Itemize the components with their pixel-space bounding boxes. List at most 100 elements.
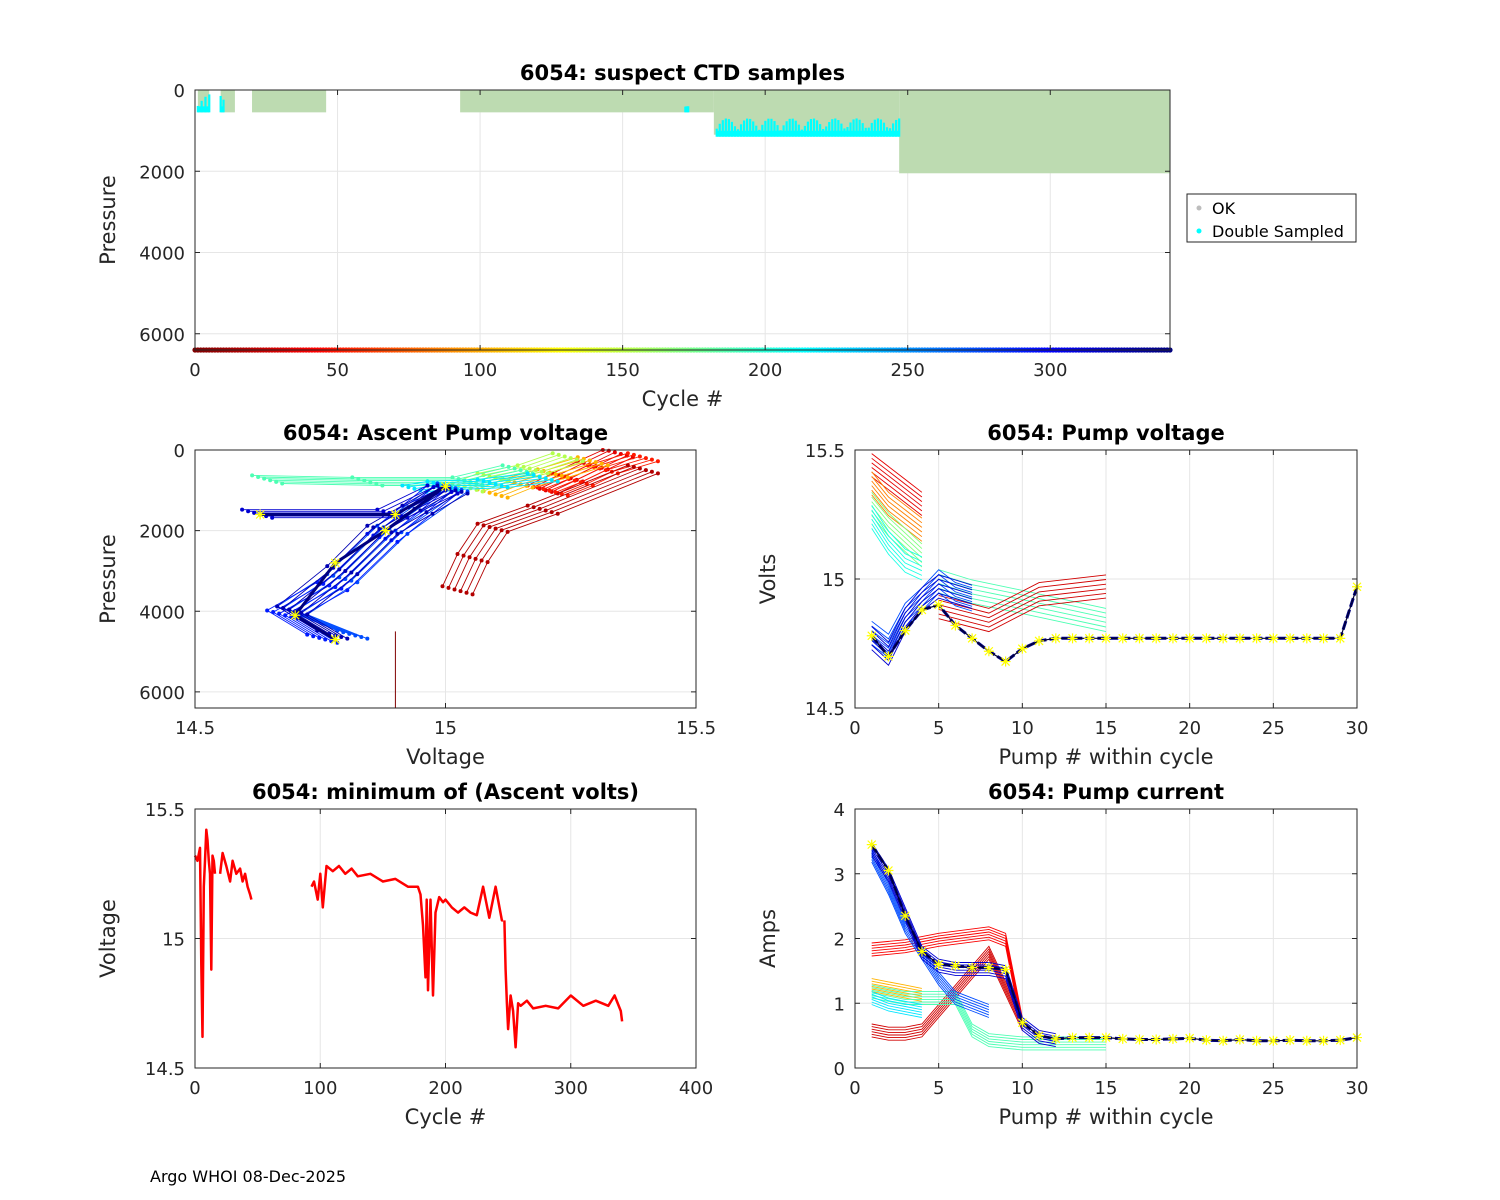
ascent-series-navy [294, 489, 456, 636]
pumpcurrent-series-early2 [871, 934, 1023, 1026]
y-tick-label: 2000 [139, 162, 185, 183]
ascent-star-5 [290, 610, 301, 621]
ascent-point [431, 481, 436, 486]
ascent-star-0 [255, 509, 266, 520]
ascent-point [461, 553, 466, 558]
pumpcurrent-star-4 [933, 959, 944, 970]
ascent-point [459, 489, 464, 494]
ascent-point [649, 469, 654, 474]
ascent-point [271, 610, 276, 615]
x-tick-label: 0 [849, 718, 860, 739]
pumpvolt-series-green [871, 505, 923, 559]
pumpvolt-star-3 [916, 604, 927, 615]
ascent-point [521, 464, 526, 469]
ascent-point [362, 478, 367, 483]
ascent-point [299, 610, 304, 615]
ascent-point [270, 515, 275, 520]
x-tick-label: 15 [1095, 1078, 1118, 1099]
ascent-point [553, 490, 558, 495]
x-tick-label: 5 [933, 1078, 944, 1099]
ascent-pump-voltage-panel: 14.5 15 15.5 0 2000 4000 6000 6054: Ascent Pum… [96, 421, 716, 769]
suspect-ctd-panel: 0 50 100 150 200 250 300 0 2000 4000 6000 6054: su… [96, 61, 1357, 411]
pumpcurrent-series-cyan [871, 998, 922, 1013]
ascent-point [550, 451, 555, 456]
x-tick-label: 14.5 [175, 718, 215, 739]
x-tick-label: 10 [1011, 1078, 1034, 1099]
ascent-point [412, 486, 417, 491]
ascent-point [499, 528, 504, 533]
ascent-point [475, 477, 480, 482]
pumpcurrent-series-blue [871, 861, 990, 1018]
ascent-series-green [258, 466, 509, 480]
pumpcurrent-star-24 [1268, 1035, 1279, 1046]
pumpvolt-star-27 [1318, 633, 1329, 644]
ascent-series-cyan [408, 474, 534, 488]
ascent-star-4 [330, 557, 341, 568]
pumpcurrent-star-5 [950, 960, 961, 971]
ascent-point [374, 481, 379, 486]
min-volts-segment-2 [310, 864, 504, 997]
pumpvolt-star-16 [1134, 633, 1145, 644]
ascent-point [470, 592, 475, 597]
ascent-point [262, 476, 267, 481]
pumpvolt-series-tail_red [938, 583, 1107, 619]
pumpcurrent-series-early2 [871, 936, 1023, 1028]
pumpvolt-xlabel: Pump # within cycle [999, 745, 1214, 769]
pumpvolt-star-9 [1017, 643, 1028, 654]
ascent-point [467, 555, 472, 560]
pumpvolt-star-7 [983, 646, 994, 657]
y-tick-label: 1 [834, 994, 845, 1015]
y-tick-label: 2000 [139, 522, 185, 543]
ascent-point [505, 495, 510, 500]
pumpvolt-star-10 [1034, 635, 1045, 646]
min-volts-segment-3 [503, 920, 624, 1049]
ascent-series-green [264, 468, 515, 482]
ascent-series-navy [306, 493, 468, 640]
x-tick-label: 15.5 [676, 718, 716, 739]
x-tick-label: 20 [1178, 718, 1201, 739]
x-tick-label: 400 [679, 1078, 713, 1099]
pumpcurrent-series-blue [871, 851, 990, 1008]
ascent-point [365, 636, 370, 641]
pumpvolt-series-cyan [871, 504, 923, 558]
pumpcurrent-series-early2 [871, 939, 1023, 1031]
pumpvolt-series-orange [871, 489, 923, 538]
ascent-point [505, 529, 510, 534]
ascent-point [549, 477, 554, 482]
ascent-point [537, 474, 542, 479]
ascent-point [465, 491, 470, 496]
pumpcurrent-series-early2 [871, 931, 1023, 1023]
ascent-point [625, 463, 630, 468]
pumpvolt-series-tail_red [938, 579, 1107, 614]
pumpvolt-star-12 [1067, 633, 1078, 644]
ascent-point [547, 488, 552, 493]
ascent-point [479, 558, 484, 563]
ascent-point [395, 539, 400, 544]
ascent-point [655, 471, 660, 476]
pumpcurrent-star-12 [1067, 1032, 1078, 1043]
pumpcurrent-series-early2 [871, 928, 1023, 1021]
pumpcurrent-series-cyan [871, 996, 922, 1011]
pumpvolt-series-green [871, 515, 923, 568]
ascent-series-early2 [561, 459, 653, 495]
ascent-point [455, 491, 460, 496]
ascent-point [518, 468, 523, 473]
ascent-point [527, 466, 532, 471]
pumpvolt-series-cyan [871, 523, 923, 576]
ascent-point [487, 524, 492, 529]
ascent-point [453, 488, 458, 493]
ascent-series-cyan [402, 472, 528, 486]
ascent-point [500, 463, 505, 468]
pumpcurrent-series-orange [871, 980, 922, 992]
pumpvolt-star-26 [1301, 633, 1312, 644]
y-tick-label: 15 [822, 570, 845, 591]
ascent-point [637, 466, 642, 471]
pumpvolt-series-green [871, 492, 923, 545]
ascent-series-blue [300, 489, 462, 638]
pumpcurrent-star-11 [1050, 1033, 1061, 1044]
pumpcurrent-star-0 [866, 839, 877, 850]
x-tick-label: 100 [303, 1078, 337, 1099]
pumpvolt-star-8 [1000, 656, 1011, 667]
ascent-point [512, 466, 517, 471]
